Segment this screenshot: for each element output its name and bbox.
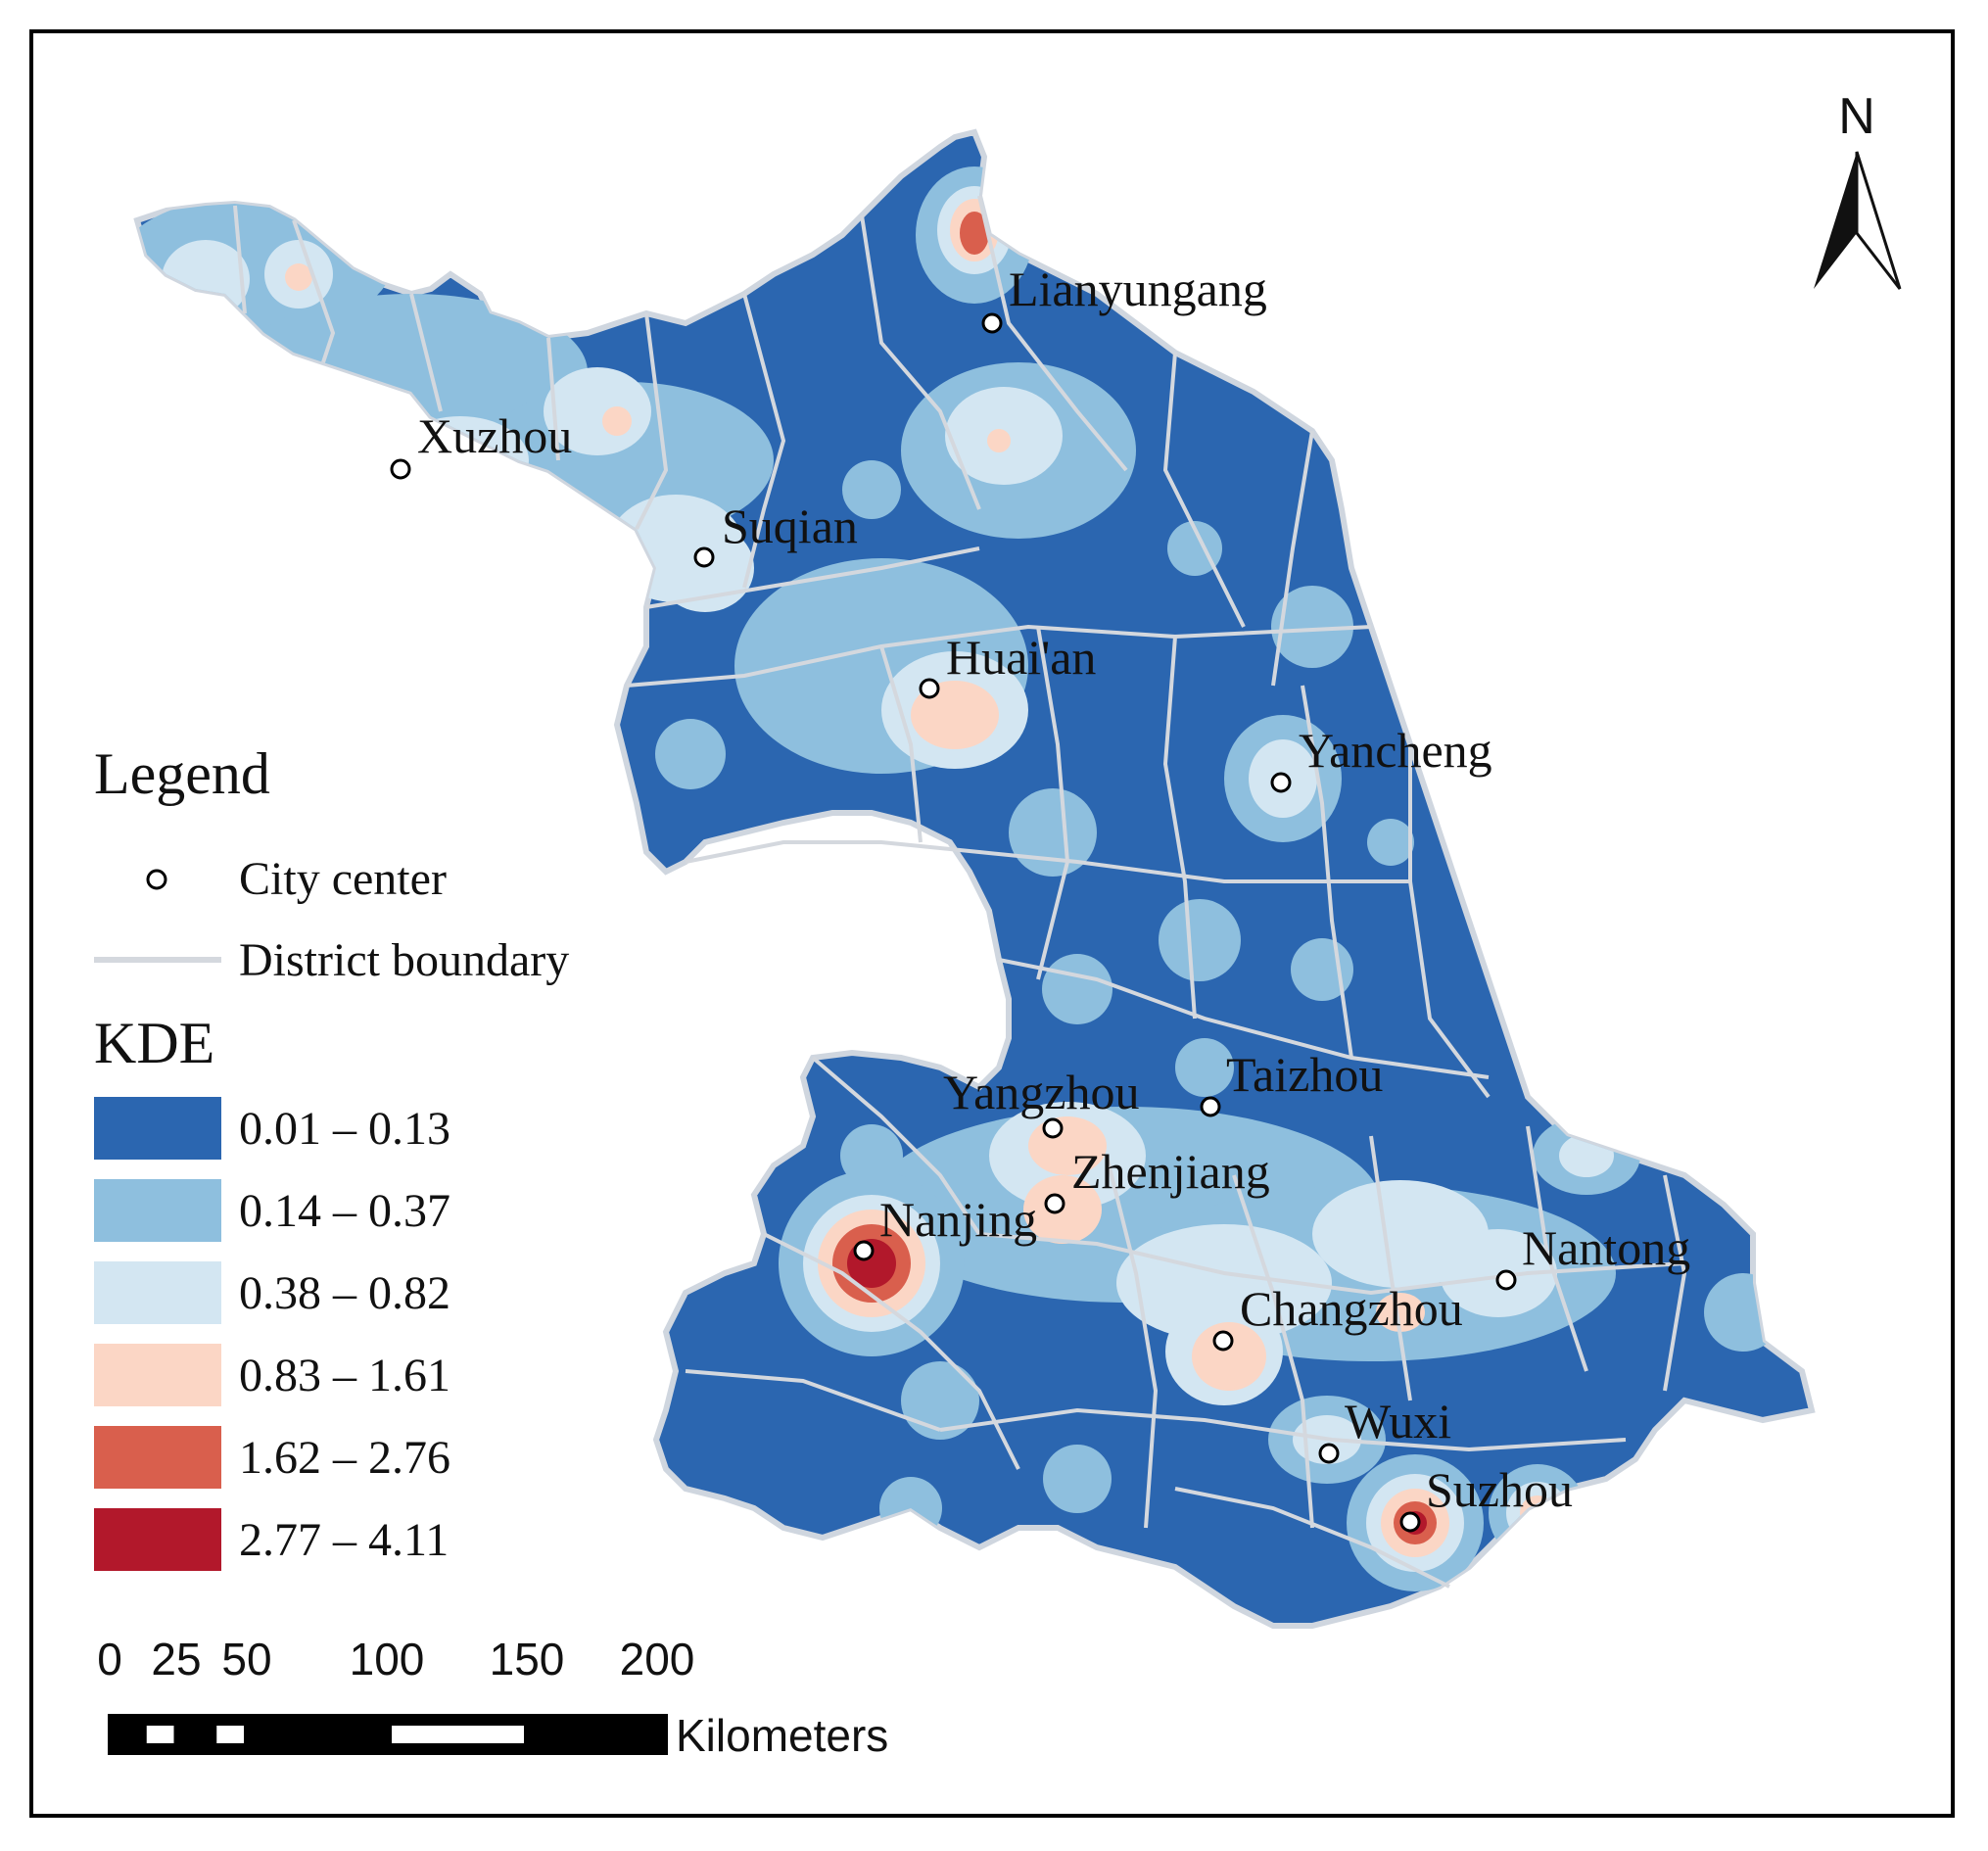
kde-class-label: 0.83 – 1.61 [239, 1350, 450, 1401]
city-center-icon [1270, 772, 1292, 793]
city-layer: Lianyungang Xuzhou Suqian Huai'an Yanche… [390, 261, 1690, 1533]
city-label: Huai'an [946, 630, 1096, 685]
scale-bar-frame [108, 1714, 668, 1755]
scale-tick-label: 200 [620, 1634, 695, 1685]
kde-classes: 0.01 – 0.13 0.14 – 0.37 0.38 – 0.82 0.83 – … [94, 1097, 450, 1571]
city-center-icon [1399, 1511, 1421, 1533]
scale-bar: 0 25 50 100 150 200 Kilometers [97, 1634, 888, 1761]
legend-district-boundary: District boundary [239, 934, 569, 986]
city-center-icon [1212, 1330, 1234, 1352]
city-label: Changzhou [1240, 1281, 1463, 1336]
scale-tick-label: 150 [490, 1634, 565, 1685]
kde-class-label: 0.01 – 0.13 [239, 1103, 450, 1155]
city-yancheng[interactable]: Yancheng [1270, 723, 1492, 793]
scale-ticks: 0 25 50 100 150 200 [97, 1634, 694, 1685]
city-label: Lianyungang [1009, 261, 1267, 316]
legend-kde-title: KDE [94, 1011, 214, 1075]
city-taizhou[interactable]: Taizhou [1200, 1047, 1383, 1117]
city-center-icon [1200, 1096, 1221, 1117]
city-center-icon [1495, 1269, 1517, 1291]
city-label: Suzhou [1426, 1462, 1573, 1517]
scale-bar-segment [146, 1726, 174, 1743]
city-zhenjiang[interactable]: Zhenjiang [1044, 1144, 1270, 1214]
city-center-icon [981, 312, 1003, 334]
city-label: Zhenjiang [1071, 1144, 1270, 1199]
kde-class-swatch [94, 1344, 221, 1406]
city-wuxi[interactable]: Wuxi [1318, 1394, 1451, 1464]
kde-class-swatch [94, 1179, 221, 1242]
city-yangzhou[interactable]: Yangzhou [943, 1065, 1140, 1139]
kde-class-swatch [94, 1261, 221, 1324]
city-center-icon [390, 458, 411, 480]
city-label: Taizhou [1226, 1047, 1383, 1102]
kde-class-swatch [94, 1426, 221, 1489]
city-huaian[interactable]: Huai'an [919, 630, 1096, 699]
scale-tick-label: 50 [221, 1634, 271, 1685]
scale-tick-label: 0 [97, 1634, 122, 1685]
city-center-icon [1042, 1117, 1064, 1139]
city-label: Suqian [722, 498, 858, 553]
city-label: Yangzhou [943, 1065, 1140, 1119]
kde-class-label: 1.62 – 2.76 [239, 1432, 450, 1484]
city-label: Xuzhou [417, 408, 572, 463]
legend-city-center: City center [239, 853, 447, 905]
legend: Legend City center District boundary KDE… [94, 741, 569, 1571]
city-center-icon [693, 546, 715, 568]
north-arrow: N [1814, 88, 1902, 290]
scale-bar-segment [392, 1726, 524, 1743]
legend-title: Legend [94, 741, 270, 806]
city-suqian[interactable]: Suqian [693, 498, 858, 568]
city-center-icon [1044, 1193, 1065, 1214]
city-xuzhou[interactable]: Xuzhou [390, 408, 572, 480]
scale-bar-segment [216, 1726, 244, 1743]
city-changzhou[interactable]: Changzhou [1212, 1281, 1463, 1352]
scale-tick-label: 25 [151, 1634, 201, 1685]
city-label: Nantong [1522, 1220, 1690, 1275]
scale-segments [108, 1714, 668, 1755]
city-center-icon [853, 1240, 875, 1261]
kde-class-swatch [94, 1508, 221, 1571]
north-arrow-left-icon [1814, 152, 1857, 289]
kde-class-swatch [94, 1097, 221, 1160]
city-center-legend-icon [146, 869, 167, 890]
scale-unit: Kilometers [676, 1710, 888, 1761]
kde-class-label: 0.38 – 0.82 [239, 1267, 450, 1319]
kde-class-label: 0.14 – 0.37 [239, 1185, 450, 1237]
city-nanjing[interactable]: Nanjing [853, 1192, 1037, 1261]
scale-tick-label: 100 [350, 1634, 425, 1685]
city-label: Wuxi [1345, 1394, 1451, 1448]
north-arrow-right-icon [1855, 151, 1902, 290]
city-label: Yancheng [1299, 723, 1492, 778]
city-center-icon [1318, 1443, 1340, 1464]
city-label: Nanjing [879, 1192, 1037, 1247]
city-nantong[interactable]: Nantong [1495, 1220, 1690, 1291]
city-center-icon [919, 678, 940, 699]
north-arrow-label: N [1838, 88, 1875, 145]
city-suzhou[interactable]: Suzhou [1399, 1462, 1573, 1533]
city-lianyungang[interactable]: Lianyungang [981, 261, 1267, 334]
kde-class-label: 2.77 – 4.11 [239, 1514, 449, 1566]
district-boundaries [233, 195, 1687, 1589]
